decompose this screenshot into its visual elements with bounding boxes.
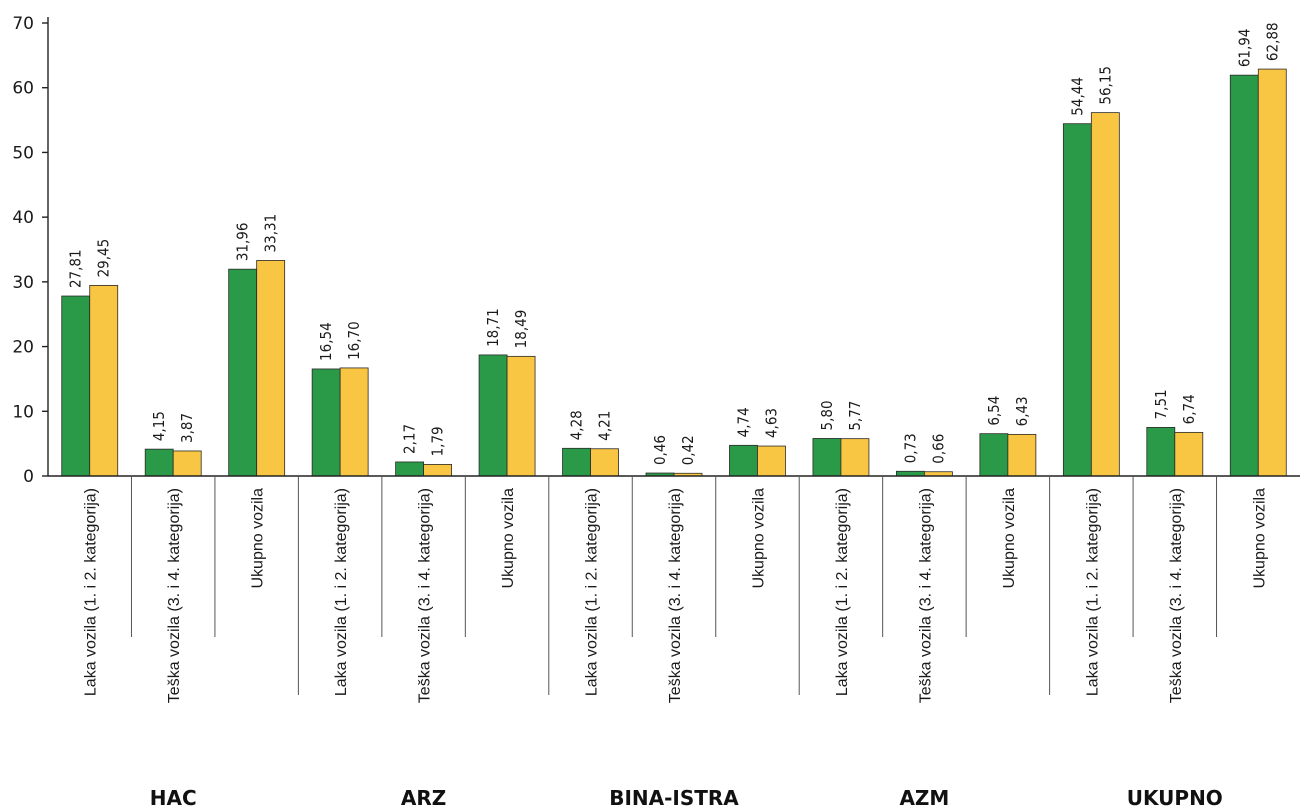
data-label: 4,63	[762, 408, 780, 438]
data-label: 54,44	[1068, 77, 1086, 116]
data-label: 5,80	[818, 400, 836, 430]
y-tick-label: 70	[12, 14, 34, 34]
bar-series-1	[729, 444, 758, 477]
data-label: 4,15	[150, 411, 168, 441]
category-label: Laka vozila (1. i 2. kategorija)	[834, 488, 851, 696]
bar-series-2	[89, 285, 119, 477]
data-label: 0,73	[901, 433, 919, 463]
data-label: 16,54	[317, 322, 335, 361]
y-tick-label: 50	[12, 143, 34, 163]
bar-series-1	[812, 438, 842, 477]
data-label: 62,88	[1263, 22, 1281, 61]
category-label: Ukupno vozila	[500, 488, 517, 589]
bar-series-2	[757, 445, 786, 477]
x-axis: Laka vozila (1. i 2. kategorija) Teška vo…	[48, 475, 1300, 810]
bar-series-1	[1062, 123, 1092, 477]
y-tick-label: 10	[12, 402, 34, 422]
bar-series-1	[144, 448, 174, 477]
category-label: Teška vozila (3. i 4. kategorija)	[166, 488, 183, 703]
data-label: 56,15	[1096, 66, 1114, 105]
bar-series-2	[1090, 112, 1120, 477]
data-label: 16,70	[345, 321, 363, 360]
category-label: Teška vozila (3. i 4. kategorija)	[417, 488, 434, 703]
data-label: 0,46	[651, 435, 669, 465]
data-label: 6,54	[985, 396, 1003, 426]
group-label: BINA-ISTRA	[609, 786, 739, 810]
bar-series-1	[1146, 426, 1176, 477]
bar-series-1	[1229, 74, 1259, 477]
data-label: 1,79	[429, 426, 447, 456]
category-label: Teška vozila (3. i 4. kategorija)	[917, 488, 934, 703]
category-label: Laka vozila (1. i 2. kategorija)	[1084, 488, 1101, 696]
category-label: Laka vozila (1. i 2. kategorija)	[584, 488, 601, 696]
data-label: 31,96	[234, 223, 252, 262]
group-label: AZM	[899, 786, 949, 810]
data-label: 61,94	[1235, 29, 1253, 68]
bar-series-2	[1257, 68, 1287, 477]
category-label: Ukupno vozila	[750, 488, 767, 589]
y-axis: 0 10 20 30 40 50 60 70	[12, 14, 49, 487]
category-label: Laka vozila (1. i 2. kategorija)	[83, 488, 100, 696]
bar-series-2	[423, 464, 453, 477]
data-label: 5,77	[846, 401, 864, 431]
bar-series-1	[395, 461, 425, 477]
group-label: ARZ	[401, 786, 446, 810]
bars	[61, 68, 1287, 477]
bar-series-1	[478, 354, 508, 477]
bar-series-2	[172, 450, 202, 477]
category-label: Teška vozila (3. i 4. kategorija)	[667, 488, 684, 703]
data-label: 4,74	[734, 407, 752, 437]
data-label: 6,43	[1013, 396, 1031, 426]
y-tick-label: 30	[12, 273, 34, 293]
data-label: 18,71	[484, 308, 502, 347]
bar-series-1	[562, 447, 591, 477]
data-label: 27,81	[67, 249, 85, 288]
bar-series-1	[896, 470, 925, 477]
bar-series-2	[1007, 433, 1037, 477]
bar-series-1	[979, 433, 1009, 477]
bar-series-2	[590, 448, 619, 477]
y-tick-label: 20	[12, 338, 34, 358]
bar-series-1	[61, 295, 91, 477]
y-tick-label: 0	[23, 467, 34, 487]
bar-series-2	[1174, 431, 1204, 477]
data-label: 4,28	[568, 410, 586, 440]
data-label: 0,42	[679, 435, 697, 465]
category-label: Ukupno vozila	[1251, 488, 1268, 589]
data-label: 0,66	[929, 434, 947, 464]
category-label: Ukupno vozila	[1001, 488, 1018, 589]
data-label: 2,17	[401, 424, 419, 454]
category-label: Teška vozila (3. i 4. kategorija)	[1168, 488, 1185, 703]
value-labels: 27,81 29,45 4,15 3,87 31,96 33,31 16,54 16,70 2,…	[67, 22, 1282, 465]
bar-series-1	[228, 268, 258, 477]
group-label: UKUPNO	[1127, 786, 1223, 810]
y-tick-label: 60	[12, 79, 34, 99]
category-label: Ukupno vozila	[250, 488, 267, 589]
data-label: 18,49	[512, 310, 530, 349]
data-label: 33,31	[262, 214, 280, 253]
category-label: Laka vozila (1. i 2. kategorija)	[333, 488, 350, 696]
y-tick-label: 40	[12, 208, 34, 228]
bar-series-2	[339, 367, 369, 477]
data-label: 6,74	[1180, 394, 1198, 424]
group-label: HAC	[150, 786, 197, 810]
data-label: 4,21	[596, 411, 614, 441]
bar-series-2	[256, 260, 286, 477]
bar-series-2	[840, 438, 870, 477]
data-label: 3,87	[178, 413, 196, 443]
bar-series-1	[311, 368, 341, 477]
data-label: 29,45	[95, 239, 113, 278]
data-label: 7,51	[1152, 389, 1170, 419]
bar-series-2	[506, 355, 536, 477]
